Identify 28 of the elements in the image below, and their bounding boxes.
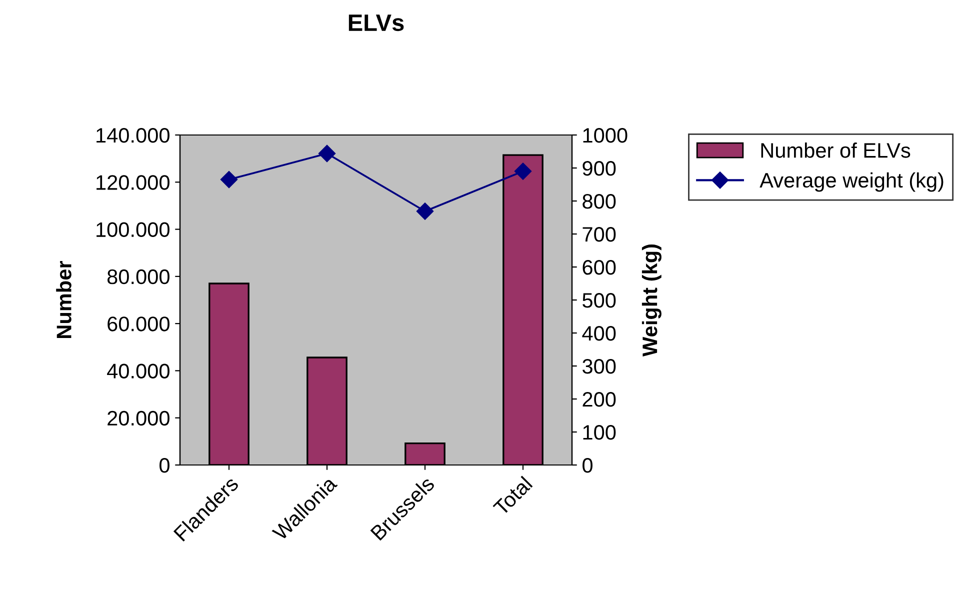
y2-tick-label: 400 — [582, 326, 616, 341]
y-tick-label: 140.000 — [96, 128, 170, 143]
y2-tick-label: 1000 — [583, 128, 628, 143]
y2-tick-label: 900 — [582, 161, 616, 176]
point — [318, 144, 336, 162]
y2-tick-label: 300 — [582, 359, 616, 374]
y-tick-label: 60.000 — [108, 316, 170, 332]
y-tick-label: 0 — [160, 458, 170, 473]
y-tick-label: 80.000 — [107, 269, 170, 284]
y2-tick-label: 700 — [582, 227, 616, 242]
y2-tick-label: 800 — [582, 194, 616, 209]
y-tick-label: 20.000 — [108, 410, 170, 426]
chart-title: ELVs — [348, 14, 404, 32]
point — [514, 162, 532, 180]
point — [220, 171, 238, 188]
y2-axis-title: Weight (kg) — [642, 244, 662, 356]
y2-tick-label: 0 — [582, 458, 592, 473]
y-tick-label: 100.000 — [96, 222, 170, 238]
y-tick-label: 120.000 — [96, 175, 170, 190]
point — [416, 202, 434, 220]
legend-label: Average weight (kg) — [760, 172, 944, 192]
y-axis-title: Number — [56, 260, 72, 338]
y2-tick-label: 600 — [582, 260, 616, 275]
y2-tick-label: 500 — [582, 293, 616, 308]
legend-label: Number of ELVs — [761, 142, 910, 158]
y2-tick-label: 100 — [583, 425, 616, 440]
y2-tick-label: 200 — [582, 392, 616, 407]
y-tick-label: 40.000 — [107, 364, 170, 378]
